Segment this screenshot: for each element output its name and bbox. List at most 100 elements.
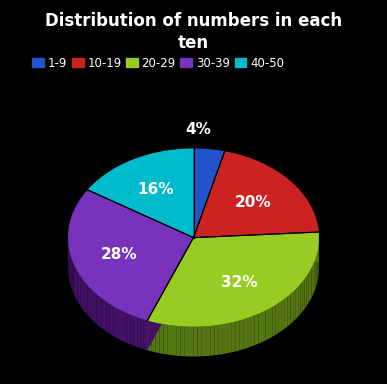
Polygon shape — [104, 300, 107, 332]
Polygon shape — [90, 288, 92, 319]
Polygon shape — [314, 214, 315, 245]
Polygon shape — [214, 325, 219, 355]
Polygon shape — [197, 326, 202, 356]
Polygon shape — [194, 151, 319, 238]
Polygon shape — [75, 266, 76, 299]
Polygon shape — [262, 311, 265, 342]
Text: 28%: 28% — [101, 247, 138, 262]
Polygon shape — [68, 190, 194, 321]
Polygon shape — [255, 314, 259, 345]
Polygon shape — [310, 268, 312, 300]
Polygon shape — [315, 217, 316, 248]
Text: 32%: 32% — [221, 275, 257, 290]
Polygon shape — [231, 322, 235, 353]
Polygon shape — [259, 312, 262, 344]
Polygon shape — [69, 222, 70, 254]
Polygon shape — [79, 274, 80, 306]
Polygon shape — [69, 251, 70, 283]
Polygon shape — [176, 326, 180, 356]
Polygon shape — [82, 279, 84, 311]
Polygon shape — [219, 324, 223, 355]
Polygon shape — [223, 324, 227, 354]
Polygon shape — [94, 292, 96, 324]
Polygon shape — [235, 321, 239, 351]
Polygon shape — [300, 281, 303, 314]
Polygon shape — [164, 324, 168, 354]
Polygon shape — [296, 287, 298, 319]
Polygon shape — [134, 316, 137, 347]
Polygon shape — [317, 223, 318, 254]
Polygon shape — [155, 323, 159, 353]
Polygon shape — [276, 303, 279, 335]
Polygon shape — [180, 326, 185, 356]
Polygon shape — [71, 217, 72, 249]
Legend: 1-9, 10-19, 20-29, 30-39, 40-50: 1-9, 10-19, 20-29, 30-39, 40-50 — [28, 52, 289, 74]
Polygon shape — [76, 269, 77, 301]
Polygon shape — [193, 327, 197, 356]
Polygon shape — [189, 327, 193, 356]
Polygon shape — [194, 232, 319, 267]
Polygon shape — [127, 313, 130, 344]
Polygon shape — [88, 286, 90, 318]
Polygon shape — [96, 294, 99, 326]
Polygon shape — [121, 310, 124, 342]
Text: 16%: 16% — [138, 182, 174, 197]
Polygon shape — [194, 149, 225, 238]
Polygon shape — [316, 253, 317, 286]
Polygon shape — [68, 246, 69, 278]
Polygon shape — [71, 256, 72, 288]
Polygon shape — [86, 283, 88, 315]
Polygon shape — [308, 271, 310, 303]
Polygon shape — [312, 265, 313, 298]
Polygon shape — [130, 315, 134, 346]
Polygon shape — [87, 149, 194, 238]
Polygon shape — [118, 309, 121, 340]
Polygon shape — [144, 319, 147, 350]
Polygon shape — [307, 273, 308, 306]
Polygon shape — [147, 232, 319, 327]
Polygon shape — [305, 276, 307, 309]
Polygon shape — [112, 306, 115, 337]
Polygon shape — [279, 301, 282, 333]
Polygon shape — [70, 253, 71, 286]
Polygon shape — [77, 271, 79, 304]
Polygon shape — [239, 319, 243, 350]
Text: Distribution of numbers in each
ten: Distribution of numbers in each ten — [45, 12, 342, 52]
Polygon shape — [107, 302, 110, 333]
Polygon shape — [288, 294, 291, 326]
Polygon shape — [140, 318, 144, 349]
Polygon shape — [84, 281, 86, 313]
Polygon shape — [227, 323, 231, 353]
Text: 4%: 4% — [185, 122, 211, 137]
Polygon shape — [314, 259, 315, 292]
Polygon shape — [147, 238, 194, 350]
Polygon shape — [137, 317, 140, 348]
Polygon shape — [317, 250, 318, 283]
Polygon shape — [151, 321, 155, 352]
Polygon shape — [147, 321, 151, 351]
Polygon shape — [72, 262, 74, 294]
Polygon shape — [206, 326, 210, 356]
Polygon shape — [315, 256, 316, 289]
Polygon shape — [316, 219, 317, 250]
Polygon shape — [285, 296, 288, 328]
Polygon shape — [210, 326, 214, 356]
Polygon shape — [293, 289, 296, 321]
Polygon shape — [92, 290, 94, 322]
Polygon shape — [72, 212, 74, 244]
Polygon shape — [168, 325, 172, 355]
Polygon shape — [298, 284, 300, 316]
Polygon shape — [110, 304, 112, 335]
Polygon shape — [313, 262, 314, 295]
Polygon shape — [269, 307, 272, 339]
Polygon shape — [115, 307, 118, 339]
Polygon shape — [74, 264, 75, 296]
Polygon shape — [70, 219, 71, 252]
Polygon shape — [251, 316, 255, 347]
Polygon shape — [313, 212, 314, 243]
Polygon shape — [243, 318, 247, 349]
Polygon shape — [147, 238, 194, 350]
Polygon shape — [185, 326, 189, 356]
Polygon shape — [159, 323, 164, 354]
Polygon shape — [194, 232, 319, 267]
